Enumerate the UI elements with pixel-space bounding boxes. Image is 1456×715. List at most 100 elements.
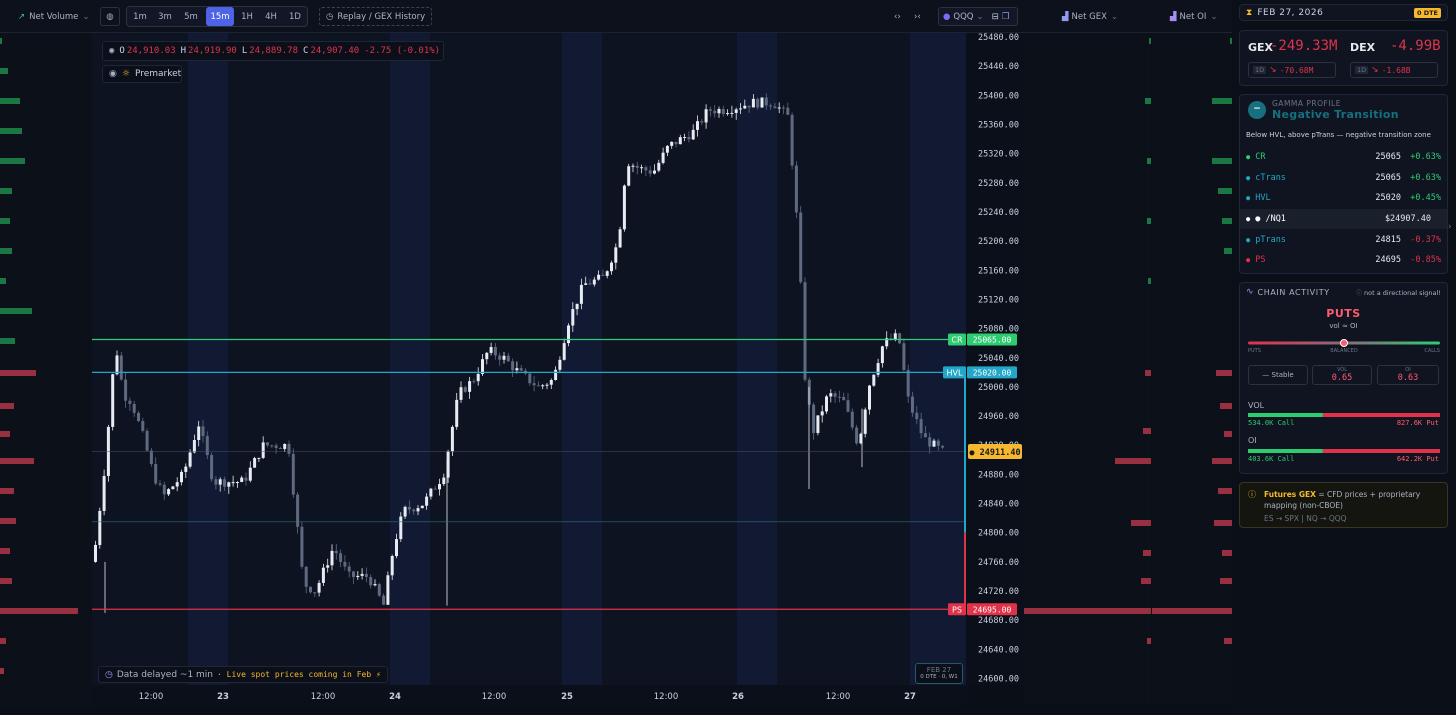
candle-body: [274, 445, 278, 448]
net-oi-dropdown[interactable]: ▟ Net OI ⌄: [1170, 7, 1218, 26]
timeframe-1h[interactable]: 1H: [241, 11, 253, 22]
chart-icon: ▟: [1062, 11, 1069, 22]
level-row-nq1[interactable]: ● ● /NQ1 $24907.40: [1240, 208, 1447, 230]
time-axis[interactable]: 12:00 23 12:00 24 12:00 25 12:00 26 12:00 27: [92, 685, 966, 707]
trend-down-icon: ↘: [1269, 65, 1277, 75]
candle-body: [855, 427, 859, 444]
candle-body: [459, 387, 463, 400]
histogram-bar: [1145, 98, 1151, 104]
level-row-cr[interactable]: ● CR 25065 +0.63%: [1240, 147, 1447, 168]
candle-body: [687, 136, 691, 140]
timeframe-1m[interactable]: 1m: [133, 11, 147, 22]
oi-put-value: 642.2K Put: [1396, 455, 1439, 463]
eye-icon[interactable]: ◉: [109, 46, 115, 56]
candle-body: [837, 396, 841, 398]
histogram-bar: [1147, 638, 1151, 644]
candle-body: [334, 550, 338, 554]
gamma-profile-value: Negative Transition: [1272, 108, 1399, 121]
candle-body: [326, 565, 330, 568]
gex-1d-change: 1D ↘ -70.68M: [1248, 62, 1336, 78]
price-chart[interactable]: ◉ O 24,910.03 H 24,919.90 L 24,889.78 C …: [92, 33, 966, 685]
level-row-ctrans[interactable]: ● cTrans 25065 +0.63%: [1240, 168, 1447, 189]
histogram-bar: [1145, 370, 1151, 376]
data-delayed-banner: ◷ Data delayed ~1 min · Live spot prices…: [98, 666, 388, 683]
candle-body: [137, 412, 140, 422]
level-row-hvl[interactable]: ● HVL 25020 +0.45%: [1240, 188, 1447, 209]
candle-body: [928, 437, 932, 447]
candle-body: [485, 352, 489, 360]
level-row-pct: +0.63%: [1410, 152, 1441, 163]
histogram-bar: [1212, 98, 1232, 104]
premarket-toggle[interactable]: ◉ ☼ Premarket: [102, 65, 182, 83]
timeframe-1d[interactable]: 1D: [289, 11, 301, 22]
candle-body: [214, 479, 218, 485]
candle-body: [799, 212, 803, 283]
candle-body: [859, 433, 863, 444]
candle-body: [773, 106, 777, 109]
symbol-selector[interactable]: ● QQQ ⌄ ⊟ ❐: [938, 7, 1018, 26]
price-tick-label: 24720.00: [978, 587, 1019, 597]
candle-body: [132, 403, 136, 413]
candle-body: [880, 346, 884, 364]
histogram-bar: [0, 578, 12, 584]
chevron-right-icon[interactable]: ›: [1448, 222, 1452, 232]
time-tick-label: 12:00: [654, 692, 679, 702]
price-axis[interactable]: 25480.00 25440.00 25400.00 25360.00 25320.00…: [966, 33, 1024, 685]
price-tick-label: 24640.00: [978, 645, 1019, 655]
premarket-label: Premarket: [134, 69, 182, 79]
histogram-bar: [0, 518, 16, 524]
candle-body: [356, 575, 360, 578]
timeframe-5m[interactable]: 5m: [184, 11, 198, 22]
candle-body: [180, 471, 183, 483]
histogram-bar: [1143, 550, 1151, 556]
level-dot-icon: ●: [1246, 153, 1251, 162]
net-gex-dropdown[interactable]: ▟ Net GEX ⌄: [1062, 7, 1118, 26]
level-row-ps[interactable]: ● PS 24695 -0.85%: [1240, 250, 1447, 271]
candle-body: [158, 483, 162, 485]
net-volume-dropdown[interactable]: ↗ Net Volume ⌄: [18, 7, 90, 26]
chart-icon: ▟: [1170, 11, 1177, 22]
palette-button[interactable]: ◍: [100, 7, 120, 26]
price-tick-label: 25000.00: [978, 383, 1019, 393]
candle-body: [678, 137, 682, 145]
histogram-bar: [0, 68, 8, 74]
vol-put-value: 827.6K Put: [1396, 419, 1439, 427]
candle-body: [579, 284, 583, 304]
candle-body: [373, 584, 377, 586]
layers-icon: ❐: [1001, 11, 1010, 22]
slider-left-label: PUTS: [1248, 348, 1261, 354]
dte-badge: 0 DTE: [1413, 7, 1441, 18]
time-tick-label: 12:00: [311, 692, 336, 702]
histogram-bar: [0, 128, 22, 134]
level-price-label: 24695.00: [973, 605, 1012, 614]
collapse-arrows-button[interactable]: ›‹: [914, 7, 921, 26]
candle-body: [184, 466, 188, 472]
slider-mid-label: BALANCED: [1330, 348, 1358, 354]
date-badge-sub: 0 DTE · 0, W1: [920, 674, 958, 680]
candle-body: [726, 113, 730, 115]
candle-body: [782, 107, 785, 109]
candle-body: [545, 384, 549, 386]
code-arrows-icon: ‹›: [894, 11, 901, 22]
candle-body: [691, 129, 695, 140]
candle-body: [369, 577, 373, 586]
candle-body: [399, 516, 403, 540]
histogram-bar: [1115, 458, 1151, 464]
expand-arrows-button[interactable]: ‹›: [894, 7, 901, 26]
candle-body: [154, 463, 158, 484]
histogram-bar: [1220, 578, 1232, 584]
chevron-down-icon: ⌄: [1110, 11, 1119, 22]
timeframe-15m[interactable]: 15m: [206, 7, 234, 26]
level-tag-label: HVL: [947, 369, 963, 378]
timeframe-4h[interactable]: 4H: [265, 11, 277, 22]
candle-body: [554, 369, 558, 380]
level-tag-label: CR: [951, 336, 963, 345]
put-bar-segment: [1322, 413, 1440, 417]
replay-gex-history-button[interactable]: ◷ Replay / GEX History: [319, 7, 433, 26]
candle-body: [227, 482, 231, 487]
level-row-value: 25065: [1375, 172, 1401, 183]
time-tick-label: 27: [904, 692, 916, 702]
level-row-ptrans[interactable]: ● pTrans 24815 -0.37%: [1240, 229, 1447, 250]
candle-body: [812, 404, 816, 433]
timeframe-3m[interactable]: 3m: [158, 11, 172, 22]
